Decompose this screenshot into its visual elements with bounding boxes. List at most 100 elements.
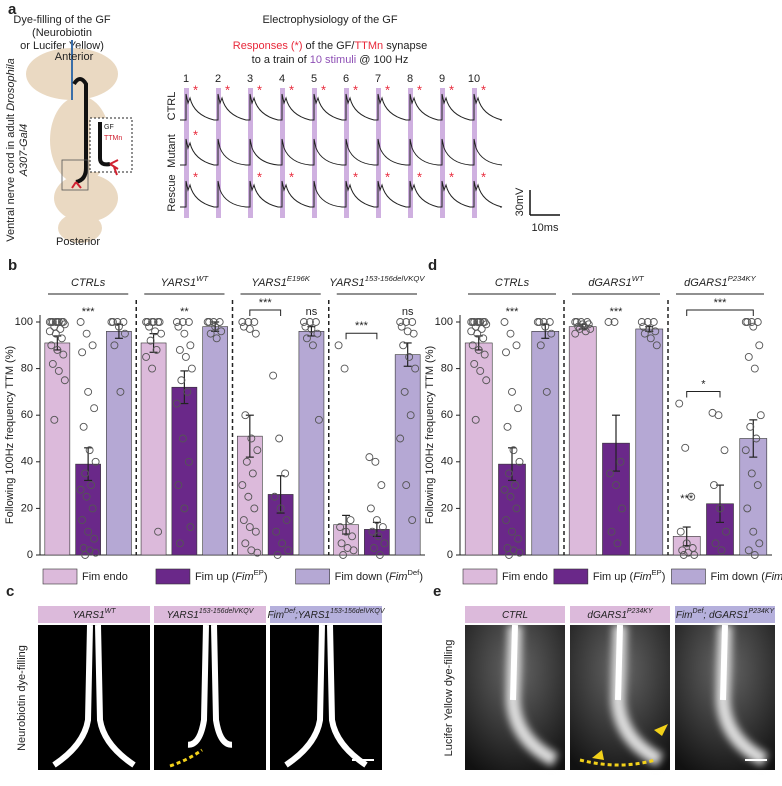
- data-point: [402, 318, 411, 326]
- response-mark: *: [321, 82, 326, 97]
- data-point: [110, 341, 119, 350]
- bar: [394, 354, 421, 556]
- data-point: [149, 318, 158, 326]
- data-point: [60, 376, 69, 385]
- data-point: [405, 352, 414, 361]
- data-point: [175, 539, 184, 548]
- stimulus-number: 4: [279, 73, 285, 85]
- response-mark: *: [257, 82, 262, 97]
- text-part: E196K: [287, 274, 311, 283]
- data-point: [307, 325, 316, 333]
- data-point: [180, 329, 189, 338]
- data-point: [76, 318, 85, 326]
- neuron-glow: [610, 624, 664, 767]
- data-point: [505, 469, 513, 478]
- data-point: [146, 336, 155, 345]
- data-point: [308, 341, 317, 350]
- neuron: [615, 624, 623, 701]
- data-point: [750, 364, 759, 373]
- inset-box: [61, 159, 89, 191]
- data-point: [275, 434, 284, 443]
- text-part: Drosophila: [5, 58, 17, 111]
- sig-label: **: [180, 306, 189, 318]
- legend-item: Fim down (FimDef): [671, 568, 782, 585]
- data-point: [400, 387, 409, 396]
- data-point: [606, 469, 614, 478]
- data-point: [750, 551, 759, 559]
- text-part: A307-Gal4: [18, 124, 30, 178]
- bar: [171, 386, 198, 556]
- inset-neuron: [98, 122, 111, 167]
- sig-bracket: [249, 309, 282, 316]
- text-part: synapse: [383, 40, 427, 52]
- image-header: [570, 606, 670, 623]
- data-point: [571, 329, 580, 338]
- data-point: [399, 341, 408, 350]
- data-point: [47, 341, 56, 350]
- data-point: [87, 481, 96, 490]
- data-point: [380, 539, 389, 548]
- data-point: [48, 318, 57, 326]
- panel-label: b: [8, 257, 17, 274]
- data-point: [209, 318, 218, 326]
- image-title: YARS1153-156delVKQV: [167, 608, 255, 620]
- data-point: [48, 359, 57, 368]
- legend-label: Fim endo: [502, 571, 548, 583]
- legend-item: Fim endo: [462, 568, 548, 585]
- data-point: [482, 320, 491, 329]
- data-point: [535, 318, 544, 326]
- image-header: [38, 606, 150, 623]
- text-part: to a train of: [252, 54, 310, 66]
- sig-bracket: [686, 309, 754, 316]
- data-point: [184, 318, 193, 326]
- text-part: Fim: [633, 571, 651, 583]
- text-part: YARS1: [329, 277, 364, 289]
- data-point: [756, 411, 765, 420]
- response-mark: *: [385, 82, 390, 97]
- data-point: [244, 492, 253, 501]
- text-part: Fim: [235, 571, 253, 583]
- data-point: [181, 352, 190, 361]
- sig-label: ***: [259, 297, 273, 309]
- data-point: [172, 318, 181, 326]
- data-point: [238, 481, 247, 490]
- data-point: [186, 523, 195, 531]
- data-point: [610, 318, 619, 326]
- text-part: ): [264, 571, 268, 583]
- data-point: [88, 341, 97, 350]
- data-point: [242, 457, 251, 466]
- data-point: [743, 318, 752, 326]
- data-point: [78, 348, 87, 357]
- data-point: [184, 457, 193, 466]
- data-point: [716, 504, 724, 513]
- data-point: [646, 334, 655, 343]
- data-point: [396, 318, 405, 326]
- text-part: 153-156delVKQV: [365, 274, 426, 283]
- image-title: YARS1WT: [72, 608, 116, 620]
- data-point: [178, 318, 187, 326]
- gf-neuron: [72, 77, 88, 184]
- data-point: [508, 387, 516, 396]
- data-point: [511, 481, 519, 490]
- data-point: [755, 539, 764, 548]
- data-point: [406, 411, 415, 420]
- y-tick-label: 60: [21, 409, 33, 421]
- data-point: [482, 376, 491, 385]
- data-point: [84, 527, 93, 536]
- data-point: [649, 318, 658, 326]
- data-point: [154, 527, 163, 536]
- text-part: WT: [105, 608, 117, 615]
- y-axis-label: Following 100Hz frequency TTM (%): [424, 346, 436, 524]
- data-point: [500, 485, 509, 494]
- data-point: [506, 329, 515, 338]
- text-part: dGARS1: [588, 277, 631, 289]
- schematic: GF TTMn: [26, 40, 133, 243]
- data-point: [175, 346, 184, 354]
- data-point: [681, 443, 690, 452]
- data-point: [82, 329, 91, 338]
- micrograph: [38, 625, 150, 770]
- data-point: [334, 341, 343, 350]
- group-label: YARS1153-156delVKQV: [329, 274, 425, 289]
- y-tick-label: 20: [21, 502, 33, 514]
